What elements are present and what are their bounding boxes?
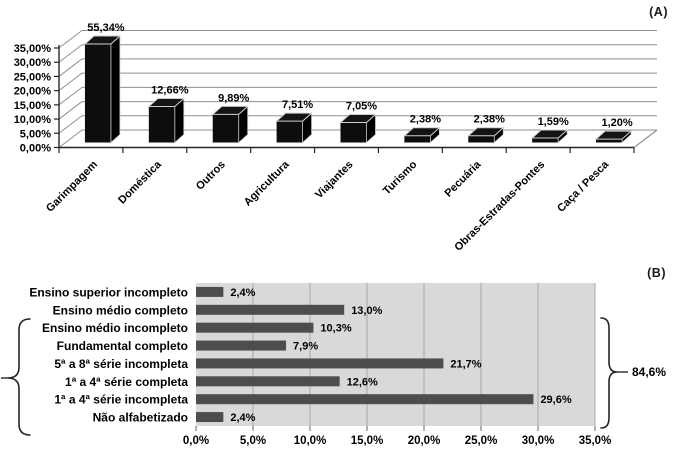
chart-a-canvas: 35,00% 30,00% 25,00% 20,00% 15,00% 10,00% 5,00… xyxy=(14,22,658,254)
category-label: Turismo xyxy=(381,158,420,197)
chart-b-canvas: 0,0% 5,0% 10,0% 15,0% 20,0% 25,0% 30,0% 35,0% 2,… xyxy=(1,283,666,447)
bar-value-label: 9,89% xyxy=(218,92,249,104)
bar xyxy=(196,358,444,369)
y-tick-label: 35,00% xyxy=(14,43,52,55)
x-tick-label: 30,0% xyxy=(522,435,555,447)
bar-value-label: 7,9% xyxy=(293,341,318,353)
bar-value-label: 2,38% xyxy=(410,114,441,126)
bar-value-label: 21,7% xyxy=(450,358,481,370)
chart-b: (B) 0,0% 5,0% 10,0% 15,0% 20,0% 25,0% 30,0% 35,… xyxy=(0,262,677,462)
bar xyxy=(196,322,314,333)
bar xyxy=(196,394,534,405)
x-tick-label: 25,0% xyxy=(465,435,498,447)
bar-value-label: 12,6% xyxy=(347,376,378,388)
bar-top-face xyxy=(83,35,122,45)
bar-value-label: 29,6% xyxy=(540,394,571,406)
bar-front-face xyxy=(276,121,303,143)
bracket-total-label: 84,6% xyxy=(632,365,666,379)
category-label: 5ª a 8ª série incompleta xyxy=(54,357,188,371)
y-tick-label: 25,00% xyxy=(14,71,52,83)
grid-depth-connector xyxy=(58,101,83,120)
x-tick-label: 5,0% xyxy=(240,435,266,447)
category-label: Outros xyxy=(194,159,228,193)
category-label: Ensino médio incompleto xyxy=(42,321,188,335)
bar-value-label: 13,0% xyxy=(351,305,382,317)
bar-front-face xyxy=(148,106,175,143)
x-tick-label: 10,0% xyxy=(294,435,327,447)
grid-depth-connector xyxy=(58,115,83,134)
category-label: Fundamental completo xyxy=(57,339,188,353)
bar xyxy=(196,412,224,423)
grid-depth-connector xyxy=(58,72,83,92)
bar-value-label: 1,20% xyxy=(601,117,632,129)
x-tick-label: 0,0% xyxy=(183,435,209,447)
bar-front-face xyxy=(212,114,239,143)
bar-top-face xyxy=(466,127,505,137)
bar-front-face xyxy=(468,135,495,143)
y-tick-label: 10,00% xyxy=(14,114,52,126)
grid-depth-connector xyxy=(58,129,83,148)
bar-value-label: 2,4% xyxy=(230,287,255,299)
bar xyxy=(196,286,224,297)
category-label: Caça / Pesca xyxy=(555,158,612,215)
bar-top-face xyxy=(275,112,313,122)
panel-label-a: (A) xyxy=(649,5,668,19)
brace-right xyxy=(600,317,618,429)
y-tick-label: 0,00% xyxy=(20,143,51,155)
floor-right-edge xyxy=(633,129,658,148)
bar-front-face xyxy=(404,135,431,143)
bar-value-label: 1,59% xyxy=(538,116,569,128)
grid-depth-connector xyxy=(58,86,83,106)
bar-top-face xyxy=(594,130,633,140)
bar-value-label: 7,51% xyxy=(282,99,313,111)
category-label: Viajantes xyxy=(313,159,356,202)
bar-front-face xyxy=(340,122,367,143)
panel-label-b: (B) xyxy=(647,266,666,280)
grid-depth-connector xyxy=(58,58,83,77)
bar-top-face xyxy=(339,113,377,123)
category-label: 1ª a 4ª série completa xyxy=(65,375,188,389)
x-tick-label: 15,0% xyxy=(351,435,384,447)
category-label: Doméstica xyxy=(116,158,164,206)
bar-value-label: 55,34% xyxy=(87,22,125,34)
bar-value-label: 12,66% xyxy=(151,85,189,97)
category-label: Garimpagem xyxy=(44,158,100,214)
bar-top-face xyxy=(147,98,186,108)
bar xyxy=(196,340,287,351)
plot-area xyxy=(196,283,595,426)
y-tick-label: 5,00% xyxy=(20,128,51,140)
category-label: Ensino médio completo xyxy=(53,303,188,317)
bar-top-face xyxy=(211,105,250,115)
x-tick-label: 20,0% xyxy=(408,435,441,447)
bar-top-face xyxy=(403,127,441,137)
bar-top-face xyxy=(530,129,569,139)
grid-depth-connector xyxy=(58,30,83,49)
grid-depth-connector xyxy=(58,44,83,63)
bar-value-label: 10,3% xyxy=(320,323,351,335)
category-label: 1ª a 4ª série incompleta xyxy=(54,393,188,407)
bar-value-label: 7,05% xyxy=(346,100,377,112)
bar-value-label: 2,38% xyxy=(474,114,505,126)
bar-front-face xyxy=(596,139,623,143)
category-label: Agricultura xyxy=(242,158,293,209)
y-tick-label: 30,00% xyxy=(14,57,52,69)
category-label: Ensino superior incompleto xyxy=(29,285,188,299)
category-label: Pecuária xyxy=(442,158,484,200)
bar xyxy=(196,376,340,387)
category-label: Não alfabetizado xyxy=(93,411,188,425)
bar-front-face xyxy=(84,44,111,143)
y-tick-label: 15,00% xyxy=(14,100,52,112)
bar-front-face xyxy=(532,137,559,143)
chart-a: (A) 35,00% 30,00% 25,00% 20,00% 15,00% 10,00%… xyxy=(14,5,668,254)
y-tick-label: 20,00% xyxy=(14,86,52,98)
x-tick-label: 35,0% xyxy=(579,435,612,447)
brace-left xyxy=(7,318,31,436)
bar xyxy=(196,304,345,315)
bar-value-label: 2,4% xyxy=(230,412,255,424)
bar-side-face xyxy=(110,35,121,144)
